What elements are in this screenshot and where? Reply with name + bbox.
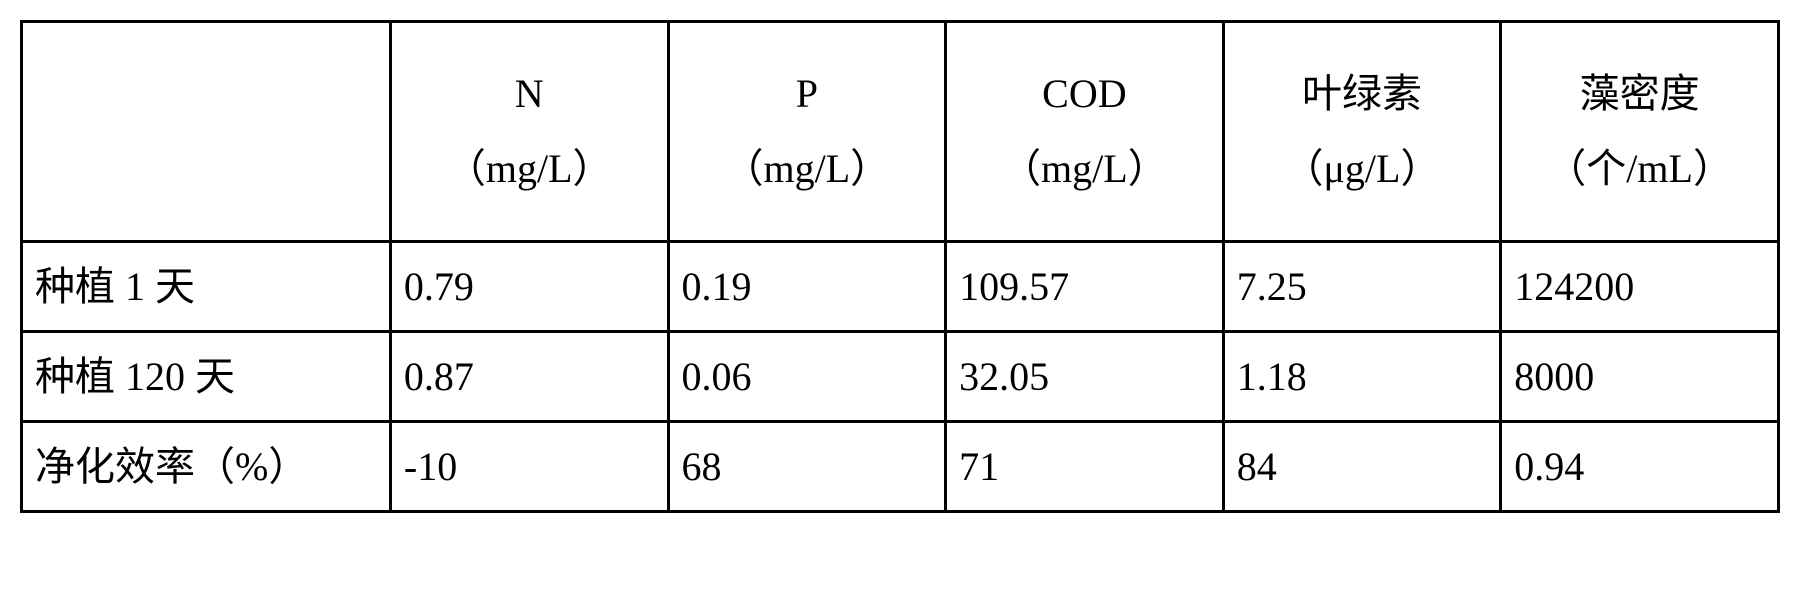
header-cell-p: P （mg/L） [668, 22, 946, 242]
cell-value: 0.94 [1514, 444, 1584, 489]
data-cell: 8000 [1501, 332, 1779, 422]
table-row: 净化效率（%） -10 68 71 84 0.94 [22, 422, 1779, 512]
header-unit: （个/mL） [1514, 139, 1765, 199]
row-label: 种植 120 天 [35, 354, 235, 399]
data-cell: 0.94 [1501, 422, 1779, 512]
data-cell: 71 [946, 422, 1224, 512]
cell-value: 0.87 [404, 354, 474, 399]
data-cell: 7.25 [1223, 242, 1501, 332]
data-cell: 84 [1223, 422, 1501, 512]
header-label: 叶绿素 [1237, 64, 1488, 124]
cell-value: 68 [682, 444, 722, 489]
cell-value: 8000 [1514, 354, 1594, 399]
header-cell-empty [22, 22, 391, 242]
header-label: 藻密度 [1514, 64, 1765, 124]
header-cell-chlorophyll: 叶绿素 （μg/L） [1223, 22, 1501, 242]
table-row: 种植 1 天 0.79 0.19 109.57 7.25 124200 [22, 242, 1779, 332]
data-cell: 0.79 [390, 242, 668, 332]
data-cell: 1.18 [1223, 332, 1501, 422]
header-label: P [682, 64, 933, 124]
header-unit: （μg/L） [1237, 139, 1488, 199]
header-cell-n: N （mg/L） [390, 22, 668, 242]
row-label-cell: 种植 1 天 [22, 242, 391, 332]
cell-value: 7.25 [1237, 264, 1307, 309]
cell-value: 71 [959, 444, 999, 489]
data-cell: 32.05 [946, 332, 1224, 422]
cell-value: 0.19 [682, 264, 752, 309]
table-row: 种植 120 天 0.87 0.06 32.05 1.18 8000 [22, 332, 1779, 422]
header-unit: （mg/L） [404, 139, 655, 199]
data-cell: 0.06 [668, 332, 946, 422]
row-label-cell: 种植 120 天 [22, 332, 391, 422]
data-cell: 0.87 [390, 332, 668, 422]
row-label-cell: 净化效率（%） [22, 422, 391, 512]
water-quality-table: N （mg/L） P （mg/L） COD （mg/L） 叶绿素 （μg/L） … [20, 20, 1780, 513]
data-cell: 68 [668, 422, 946, 512]
data-cell: 109.57 [946, 242, 1224, 332]
cell-value: 1.18 [1237, 354, 1307, 399]
cell-value: 84 [1237, 444, 1277, 489]
data-cell: 0.19 [668, 242, 946, 332]
header-unit: （mg/L） [959, 139, 1210, 199]
data-cell: -10 [390, 422, 668, 512]
table-header-row: N （mg/L） P （mg/L） COD （mg/L） 叶绿素 （μg/L） … [22, 22, 1779, 242]
cell-value: -10 [404, 444, 457, 489]
row-label: 种植 1 天 [35, 264, 195, 309]
cell-value: 32.05 [959, 354, 1049, 399]
header-cell-cod: COD （mg/L） [946, 22, 1224, 242]
cell-value: 0.79 [404, 264, 474, 309]
row-label: 净化效率（%） [35, 444, 308, 489]
header-unit: （mg/L） [682, 139, 933, 199]
data-cell: 124200 [1501, 242, 1779, 332]
cell-value: 124200 [1514, 264, 1634, 309]
header-cell-algae-density: 藻密度 （个/mL） [1501, 22, 1779, 242]
cell-value: 109.57 [959, 264, 1069, 309]
cell-value: 0.06 [682, 354, 752, 399]
header-label: COD [959, 64, 1210, 124]
header-label: N [404, 64, 655, 124]
